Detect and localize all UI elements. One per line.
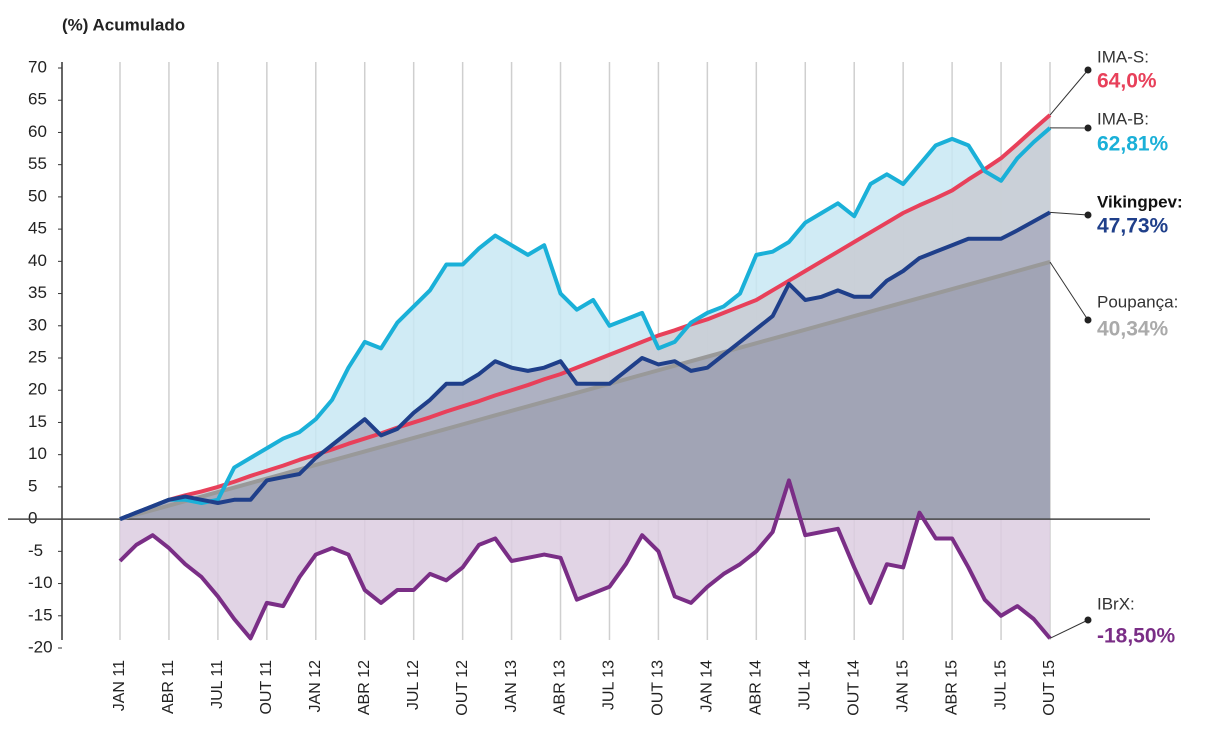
x-tick-label: JUL 11 bbox=[209, 660, 226, 709]
y-tick-label: 40 bbox=[28, 251, 47, 270]
y-tick-label: -5 bbox=[28, 541, 43, 560]
y-tick-label: 15 bbox=[28, 412, 47, 431]
y-tick-label: 10 bbox=[28, 444, 47, 463]
x-tick-label: JUL 14 bbox=[796, 660, 813, 710]
leader-line bbox=[1049, 69, 1089, 116]
leader-line bbox=[1049, 261, 1089, 321]
x-tick-label: ABR 13 bbox=[552, 660, 569, 715]
y-tick-label: 55 bbox=[28, 154, 47, 173]
series-line bbox=[119, 113, 1052, 521]
leader-dot bbox=[1084, 616, 1092, 624]
x-tick-label: OUT 12 bbox=[454, 660, 471, 716]
x-tick-label: ABR 14 bbox=[748, 660, 765, 715]
leader-dot bbox=[1084, 211, 1092, 219]
legend-label: IMA-S: bbox=[1097, 47, 1149, 66]
x-tick-label: JAN 14 bbox=[699, 660, 716, 713]
x-tick-label: ABR 12 bbox=[356, 660, 373, 715]
x-tick-label: OUT 11 bbox=[258, 660, 275, 715]
x-tick-label: JAN 15 bbox=[894, 660, 911, 713]
x-tick-label: JUL 12 bbox=[405, 660, 422, 710]
leader-line bbox=[1049, 619, 1089, 639]
leader-line bbox=[1049, 211, 1089, 216]
y-tick-label: 60 bbox=[28, 122, 47, 141]
y-tick-label: 50 bbox=[28, 186, 47, 205]
x-tick-label: JAN 13 bbox=[503, 660, 520, 713]
leader-dot bbox=[1084, 316, 1092, 324]
series-line bbox=[119, 260, 1051, 522]
x-tick-label: JAN 12 bbox=[307, 660, 324, 713]
legend-label: IBrX: bbox=[1097, 594, 1135, 613]
y-tick-label: 45 bbox=[28, 219, 47, 238]
chart-title: (%) Acumulado bbox=[62, 15, 185, 34]
y-tick-label: 20 bbox=[28, 380, 47, 399]
y-tick-label: 5 bbox=[28, 476, 37, 495]
leader-dot bbox=[1084, 124, 1092, 132]
series-line bbox=[118, 478, 1052, 641]
leader-dot bbox=[1084, 66, 1092, 74]
end-value-label: 62,81% bbox=[1097, 133, 1169, 156]
legend-label: IMA-B: bbox=[1097, 109, 1149, 128]
legend-label: Poupança: bbox=[1097, 292, 1178, 311]
y-tick-label: -15 bbox=[28, 605, 53, 624]
end-value-label: 47,73% bbox=[1097, 215, 1169, 238]
x-tick-label: OUT 15 bbox=[1041, 660, 1058, 716]
series-line bbox=[119, 126, 1052, 521]
y-tick-label: -10 bbox=[28, 573, 53, 592]
end-value-label: 40,34% bbox=[1097, 318, 1169, 341]
y-tick-label: 35 bbox=[28, 283, 47, 302]
y-tick-label: -20 bbox=[28, 637, 53, 656]
x-tick-label: ABR 15 bbox=[943, 660, 960, 715]
x-tick-label: OUT 13 bbox=[650, 660, 667, 716]
y-tick-label: 30 bbox=[28, 315, 47, 334]
x-tick-label: OUT 14 bbox=[845, 660, 862, 716]
series-line bbox=[119, 210, 1051, 521]
end-value-label: 64,0% bbox=[1097, 70, 1157, 93]
x-tick-label: JUL 13 bbox=[601, 660, 618, 710]
areas bbox=[120, 115, 1050, 639]
y-tick-label: 25 bbox=[28, 347, 47, 366]
x-tick-label: JUL 15 bbox=[992, 660, 1009, 710]
y-tick-label: 0 bbox=[28, 509, 37, 528]
y-tick-label: 70 bbox=[28, 57, 47, 76]
x-tick-label: ABR 11 bbox=[160, 660, 177, 714]
area bbox=[120, 480, 1050, 639]
x-tick-label: JAN 11 bbox=[111, 660, 128, 711]
y-tick-label: 65 bbox=[28, 90, 47, 109]
end-value-label: -18,50% bbox=[1097, 625, 1176, 648]
legend-label: Vikingpev: bbox=[1097, 192, 1183, 211]
